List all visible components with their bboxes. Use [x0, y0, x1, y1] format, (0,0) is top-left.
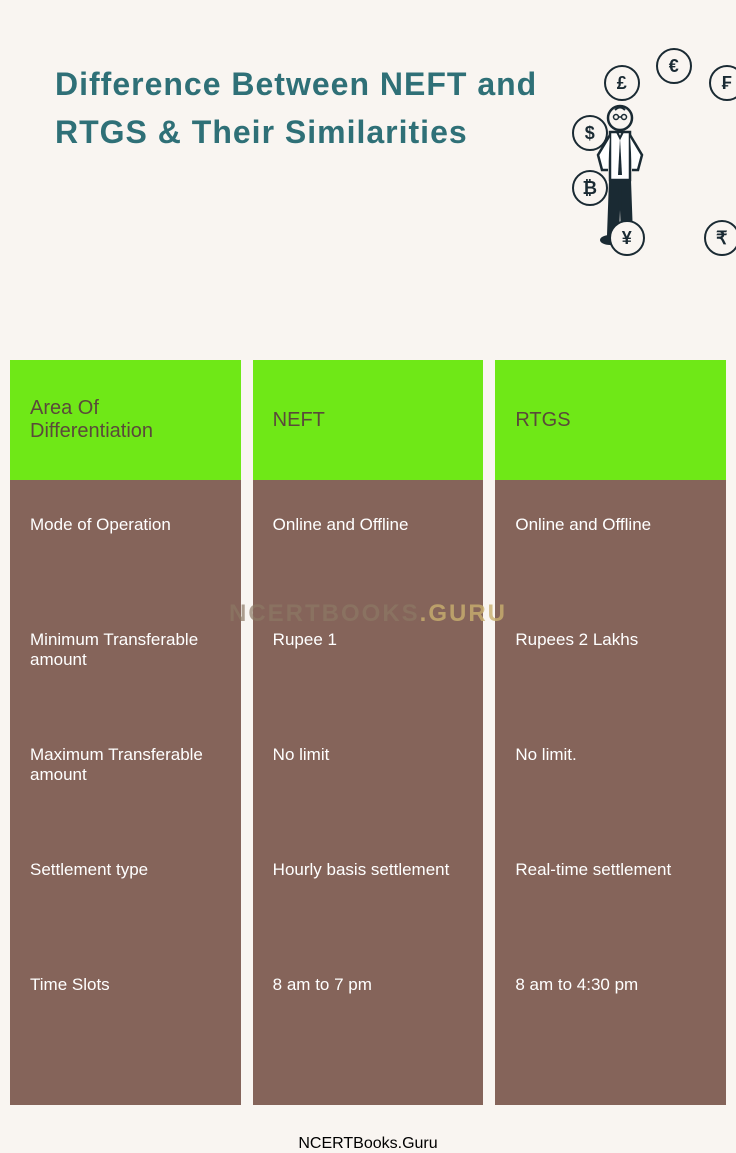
cell-area-4: Time Slots [30, 970, 221, 1085]
column-header-area: Area Of Differentiation [10, 360, 241, 480]
header: Difference Between NEFT and RTGS & Their… [0, 0, 736, 320]
cell-rtgs-1: Rupees 2 Lakhs [515, 625, 706, 740]
cell-rtgs-0: Online and Offline [515, 510, 706, 625]
column-header-neft: NEFT [253, 360, 484, 480]
footer-text: NCERTBooks.Guru [0, 1135, 736, 1153]
column-neft: NEFT Online and Offline Rupee 1 No limit… [253, 360, 484, 1105]
cell-rtgs-2: No limit. [515, 740, 706, 855]
cell-neft-2: No limit [273, 740, 464, 855]
coin-franc-icon: ₣ [709, 65, 736, 101]
column-area: Area Of Differentiation Mode of Operatio… [10, 360, 241, 1105]
cell-neft-1: Rupee 1 [273, 625, 464, 740]
cell-neft-4: 8 am to 7 pm [273, 970, 464, 1085]
cell-rtgs-3: Real-time settlement [515, 855, 706, 970]
page-title: Difference Between NEFT and RTGS & Their… [55, 60, 554, 156]
cell-area-3: Settlement type [30, 855, 221, 970]
comparison-table: Area Of Differentiation Mode of Operatio… [0, 360, 736, 1105]
cell-area-2: Maximum Transferable amount [30, 740, 221, 855]
column-header-rtgs: RTGS [495, 360, 726, 480]
cell-area-1: Minimum Transferable amount [30, 625, 221, 740]
person-currency-illustration: £ € ₣ $ ₽ ₿ ₩ ¥ ₹ [554, 60, 686, 290]
coin-rupee-icon: ₹ [704, 220, 736, 256]
coin-yen-icon: ¥ [609, 220, 645, 256]
cell-rtgs-4: 8 am to 4:30 pm [515, 970, 706, 1085]
coin-euro-icon: € [656, 48, 692, 84]
coin-pound-icon: £ [604, 65, 640, 101]
cell-area-0: Mode of Operation [30, 510, 221, 625]
column-body-area: Mode of Operation Minimum Transferable a… [10, 480, 241, 1105]
cell-neft-0: Online and Offline [273, 510, 464, 625]
column-rtgs: RTGS Online and Offline Rupees 2 Lakhs N… [495, 360, 726, 1105]
cell-neft-3: Hourly basis settlement [273, 855, 464, 970]
coin-bitcoin-icon: ₿ [572, 170, 608, 206]
column-body-neft: Online and Offline Rupee 1 No limit Hour… [253, 480, 484, 1105]
coin-dollar-icon: $ [572, 115, 608, 151]
column-body-rtgs: Online and Offline Rupees 2 Lakhs No lim… [495, 480, 726, 1105]
